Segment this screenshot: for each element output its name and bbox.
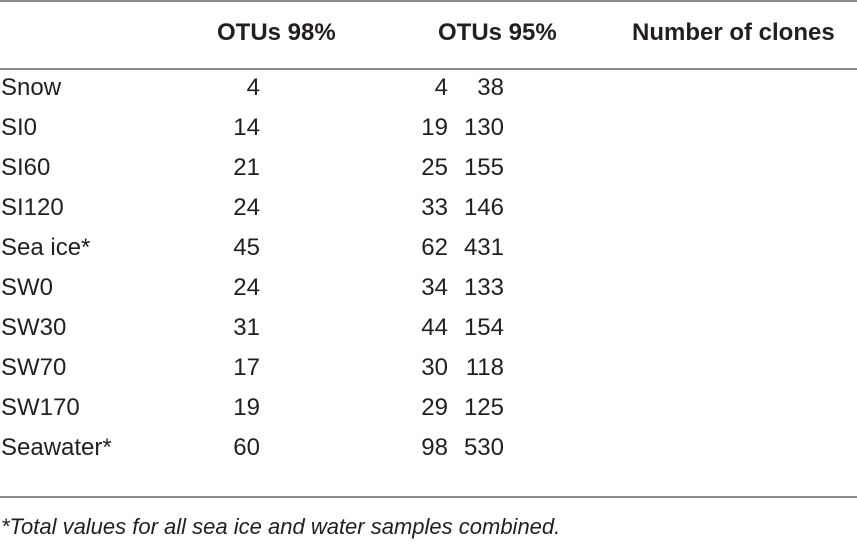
row-otu95-value: 24 xyxy=(233,194,260,221)
row-clones-value: 130 xyxy=(463,114,504,141)
row-otu95-value: 21 xyxy=(233,154,260,181)
row-clones-cell: 130 xyxy=(464,108,857,148)
header-rule xyxy=(0,68,857,70)
row-otu95-cell: 21 xyxy=(233,148,627,188)
header-otus-98: OTUs 98% xyxy=(217,19,336,46)
row-clones-cell: 133 xyxy=(464,268,857,308)
header-number-of-clones: Number of clones xyxy=(632,19,835,46)
row-otu98-cell: 30 xyxy=(205,348,448,388)
table-row: SI120 33 24 146 xyxy=(0,188,857,228)
row-clones-cell: 530 xyxy=(464,428,857,468)
row-otu95-cell: 24 xyxy=(233,268,627,308)
row-clones-cell: 146 xyxy=(464,188,857,228)
row-otu98-value: 30 xyxy=(421,354,448,381)
row-otu98-cell: 4 xyxy=(205,68,448,108)
row-clones-cell: 125 xyxy=(464,388,857,428)
row-sample-label: SW30 xyxy=(1,314,67,341)
row-sample-label: SW0 xyxy=(1,274,54,301)
table-row: SI0 19 14 130 xyxy=(0,108,857,148)
row-otu95-value: 60 xyxy=(233,434,260,461)
row-sample-label: Sea ice* xyxy=(1,234,91,261)
row-otu98-value: 4 xyxy=(434,74,448,101)
row-clones-value: 155 xyxy=(463,154,504,181)
header-sample xyxy=(0,0,205,66)
row-otu95-value: 31 xyxy=(233,314,260,341)
row-clones-cell: 155 xyxy=(464,148,857,188)
row-otu95-value: 14 xyxy=(233,114,260,141)
row-clones-value: 431 xyxy=(463,234,504,261)
row-otu95-cell: 45 xyxy=(233,228,627,268)
table-header: OTUs 98% OTUs 95% Number of clones xyxy=(0,0,857,68)
table-body: Snow 4 4 38 SI0 19 14 130 SI60 25 21 155 SI120 33 24 14… xyxy=(0,68,857,468)
table-row: SW70 30 17 118 xyxy=(0,348,857,388)
row-otu98-cell: 34 xyxy=(205,268,448,308)
row-otu98-value: 33 xyxy=(421,194,448,221)
row-clones-value: 125 xyxy=(463,394,504,421)
row-otu98-cell: 44 xyxy=(205,308,448,348)
row-clones-cell: 154 xyxy=(464,308,857,348)
row-otu95-cell: 60 xyxy=(233,428,627,468)
row-clones-value: 530 xyxy=(463,434,504,461)
row-clones-value: 118 xyxy=(465,354,504,381)
row-sample-label: Snow xyxy=(1,74,62,101)
row-otu95-cell: 31 xyxy=(233,308,627,348)
row-otu98-value: 29 xyxy=(421,394,448,421)
row-sample-label: SI120 xyxy=(1,194,64,221)
row-sample-label: SW70 xyxy=(1,354,67,381)
row-otu95-value: 45 xyxy=(233,234,260,261)
row-otu98-cell: 29 xyxy=(205,388,448,428)
table-row: Snow 4 4 38 xyxy=(0,68,857,108)
row-otu95-cell: 24 xyxy=(233,188,627,228)
row-clones-cell: 38 xyxy=(477,68,857,108)
table-footnote: *Total values for all sea ice and water … xyxy=(1,514,561,539)
row-otu95-value: 24 xyxy=(233,274,260,301)
row-otu95-cell: 4 xyxy=(247,68,627,108)
table-row: SI60 25 21 155 xyxy=(0,148,857,188)
table-row: Seawater* 98 60 530 xyxy=(0,428,857,468)
row-otu98-value: 25 xyxy=(421,154,448,181)
row-otu98-value: 44 xyxy=(421,314,448,341)
row-otu95-cell: 19 xyxy=(233,388,627,428)
row-otu98-value: 19 xyxy=(421,114,448,141)
top-rule xyxy=(0,0,857,2)
row-clones-cell: 118 xyxy=(466,348,857,388)
row-sample-label: SW170 xyxy=(1,394,80,421)
row-sample-label: Seawater* xyxy=(1,434,112,461)
row-otu95-value: 4 xyxy=(246,74,260,101)
row-otu98-value: 34 xyxy=(421,274,448,301)
table-row: SW30 44 31 154 xyxy=(0,308,857,348)
row-clones-value: 154 xyxy=(463,314,504,341)
row-sample-label: SI60 xyxy=(1,154,51,181)
header-otus-95: OTUs 95% xyxy=(438,19,557,46)
row-sample-label: SI0 xyxy=(1,114,38,141)
row-otu98-cell: 98 xyxy=(205,428,448,468)
table-row: Sea ice* 62 45 431 xyxy=(0,228,857,268)
row-otu98-cell: 25 xyxy=(205,148,448,188)
bottom-rule xyxy=(0,496,857,498)
row-otu98-cell: 19 xyxy=(205,108,448,148)
row-otu98-value: 98 xyxy=(421,434,448,461)
row-otu98-cell: 62 xyxy=(205,228,448,268)
row-otu98-cell: 33 xyxy=(205,188,448,228)
row-otu95-value: 17 xyxy=(233,354,260,381)
table-row: SW0 34 24 133 xyxy=(0,268,857,308)
table-row: SW170 29 19 125 xyxy=(0,388,857,428)
row-otu98-value: 62 xyxy=(421,234,448,261)
row-clones-value: 146 xyxy=(463,194,504,221)
row-otu95-cell: 17 xyxy=(233,348,627,388)
row-clones-value: 133 xyxy=(463,274,504,301)
otu-table: OTUs 98% OTUs 95% Number of clones Snow 4… xyxy=(0,0,857,468)
row-otu95-cell: 14 xyxy=(233,108,627,148)
row-clones-cell: 431 xyxy=(464,228,857,268)
row-clones-value: 38 xyxy=(477,74,504,101)
row-otu95-value: 19 xyxy=(233,394,260,421)
